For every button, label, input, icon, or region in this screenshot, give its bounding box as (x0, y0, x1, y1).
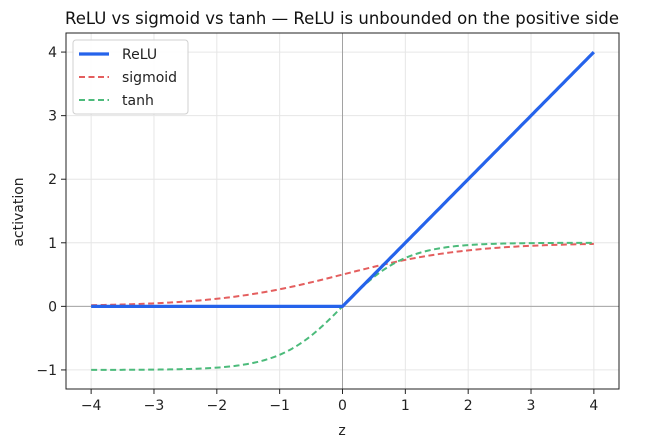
y-tick-label: 1 (48, 236, 57, 252)
x-tick-label: 3 (527, 398, 536, 414)
x-tick-label: −3 (144, 398, 165, 414)
x-tick-label: 4 (589, 398, 598, 414)
legend-label-sigmoid: sigmoid (122, 70, 177, 86)
y-tick-label: 0 (48, 299, 57, 315)
x-tick-label: −1 (269, 398, 290, 414)
x-tick-label: −4 (81, 398, 102, 414)
series-line-relu (91, 50, 595, 308)
x-tick-label: 1 (401, 398, 410, 414)
y-tick-label: 3 (48, 109, 57, 125)
y-tick-label: −1 (36, 363, 57, 379)
x-tick-label: 0 (338, 398, 347, 414)
y-tick-label: 2 (48, 172, 57, 188)
y-axis-label: activation (11, 177, 27, 246)
x-tick-label: −2 (206, 398, 227, 414)
legend-label-relu: ReLU (122, 47, 157, 63)
legend-box (72, 39, 189, 115)
x-axis-label: z (338, 423, 345, 439)
chart-title: ReLU vs sigmoid vs tanh — ReLU is unboun… (65, 9, 619, 28)
y-tick-label: 4 (48, 45, 57, 61)
legend-label-tanh: tanh (122, 93, 154, 109)
x-tick-label: 2 (464, 398, 473, 414)
legend: ReLU sigmoid tanh (72, 39, 189, 115)
